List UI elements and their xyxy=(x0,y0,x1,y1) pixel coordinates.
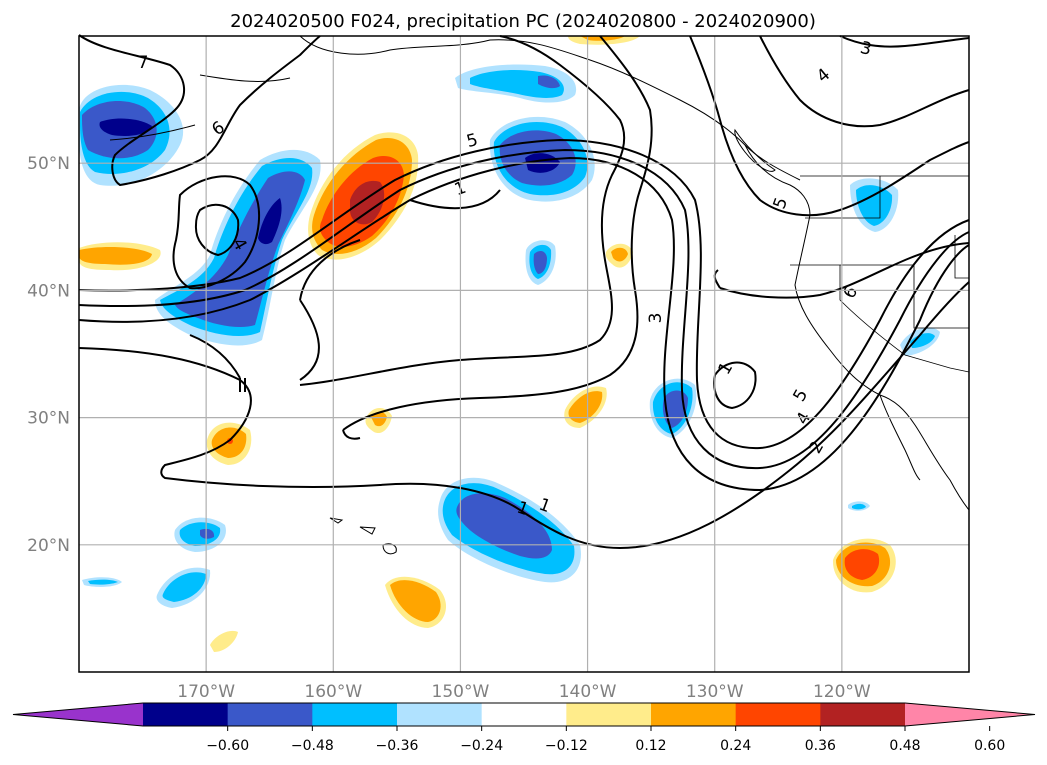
contour-label: 3 xyxy=(858,38,874,60)
border-us-mexico xyxy=(904,354,970,373)
contour xyxy=(78,156,970,492)
longitude-label: 120°W xyxy=(813,682,871,702)
shade-neg-max xyxy=(99,118,152,136)
shade-pos-strong xyxy=(844,549,880,580)
precipitation-shading xyxy=(79,36,940,652)
vancouver-island xyxy=(734,128,776,172)
colorbar-segment xyxy=(227,703,313,726)
contour xyxy=(713,361,757,410)
longitude-labels: 170°W 160°W 150°W 140°W 130°W 120°W xyxy=(177,682,871,702)
contour xyxy=(342,429,361,440)
longitude-label: 130°W xyxy=(686,682,744,702)
colorbar-tick-label: 0.24 xyxy=(720,738,751,754)
coastlines xyxy=(109,35,970,555)
colorbar-outline xyxy=(12,702,1036,727)
shade-neg-mid xyxy=(88,579,118,585)
contour-label: 7 xyxy=(138,53,149,73)
contour xyxy=(719,242,970,299)
shade-neg-mid xyxy=(162,572,206,602)
colorbar-tick-label: 0.60 xyxy=(974,738,1005,754)
colorbar-extend-high xyxy=(905,703,1035,726)
shade-neg-mid xyxy=(910,333,935,348)
colorbar-segment xyxy=(566,703,652,726)
contour xyxy=(689,35,970,217)
shade-neg-strong xyxy=(456,493,552,559)
contour xyxy=(78,281,970,550)
colorbar-segment xyxy=(143,703,229,726)
shade-neg-mid xyxy=(179,522,221,546)
contour xyxy=(299,239,361,381)
shade-neg-strong xyxy=(538,75,560,89)
contour xyxy=(78,148,970,470)
hawaii-2 xyxy=(359,526,376,535)
contour xyxy=(78,138,970,450)
gridlines xyxy=(79,36,969,672)
shade-pos-light xyxy=(210,630,238,652)
longitude-label: 160°W xyxy=(304,682,362,702)
contour-label: 3 xyxy=(646,313,666,324)
colorbar-extend-low xyxy=(13,703,143,726)
border-nv-ut xyxy=(954,235,969,279)
border-wa-or xyxy=(805,176,881,219)
latitude-label: 40°N xyxy=(27,281,70,301)
colorbar-tick-label: −0.12 xyxy=(545,738,588,754)
colorbar: −0.60 −0.48 −0.36 −0.24 −0.12 0.12 0.24 0.36 0.4… xyxy=(12,702,1036,754)
longitude-label: 170°W xyxy=(177,682,235,702)
shade-neg-mid xyxy=(852,503,866,510)
contour xyxy=(172,175,261,290)
contour xyxy=(409,189,501,210)
longitude-label: 140°W xyxy=(559,682,617,702)
aleutians xyxy=(109,74,291,141)
shade-pos-mid xyxy=(568,391,603,423)
longitude-label: 150°W xyxy=(432,682,490,702)
latitude-label: 50°N xyxy=(27,154,70,174)
contour xyxy=(759,35,970,128)
map-frame xyxy=(78,35,970,673)
shade-neg-mid xyxy=(856,185,893,226)
contour-lines xyxy=(78,34,970,550)
latitude-label: 30°N xyxy=(27,409,70,429)
colorbar-segment xyxy=(820,703,906,726)
baja-coast xyxy=(879,394,921,481)
colorbar-segment xyxy=(481,703,567,726)
shade-pos-mid xyxy=(79,246,152,265)
contour-label: 5 xyxy=(464,130,480,152)
us-west-coast xyxy=(794,214,970,511)
shade-neg-strong xyxy=(662,390,688,428)
borders xyxy=(790,175,970,373)
colorbar-tick-label: 0.48 xyxy=(889,738,920,754)
border-ca-nv xyxy=(839,265,906,356)
colorbar-segment xyxy=(397,703,483,726)
border-az xyxy=(913,265,969,329)
colorbar-tick-label: 0.36 xyxy=(805,738,836,754)
hawaii-3 xyxy=(382,543,397,555)
figure-title: 2024020500 F024, precipitation PC (20240… xyxy=(230,11,816,32)
contour xyxy=(342,35,653,431)
colorbar-tick-label: −0.24 xyxy=(460,738,503,754)
shade-neg-max xyxy=(258,198,282,245)
hawaii-1 xyxy=(329,517,344,524)
colorbar-tick-label: −0.48 xyxy=(291,738,334,754)
alaska-coast xyxy=(299,35,801,181)
colorbar-tick-label: −0.60 xyxy=(206,738,249,754)
colorbar-tick-label: 0.12 xyxy=(635,738,666,754)
latitude-label: 20°N xyxy=(27,536,70,556)
shade-neg-strong xyxy=(533,250,547,274)
shade-pos-mid xyxy=(390,580,441,622)
contour xyxy=(194,203,240,257)
colorbar-segment xyxy=(651,703,737,726)
contour xyxy=(839,35,970,48)
shade-pos-mid xyxy=(611,247,628,262)
colorbar-segment xyxy=(735,703,821,726)
shade-neg-strong xyxy=(200,528,215,539)
bc-coast xyxy=(744,144,811,216)
contour xyxy=(78,34,321,187)
shade-pos-mid xyxy=(371,411,387,427)
latitude-labels: 50°N 40°N 30°N 20°N xyxy=(27,154,70,556)
colorbar-tick-label: −0.36 xyxy=(376,738,419,754)
colorbar-segment xyxy=(312,703,398,726)
